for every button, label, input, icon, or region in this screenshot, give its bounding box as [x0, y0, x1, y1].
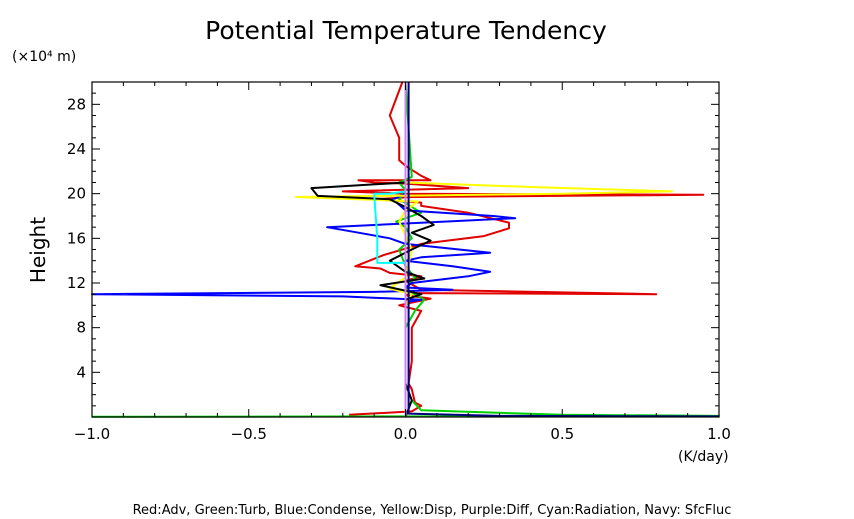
x-tick-label: −0.5 [231, 425, 267, 443]
x-unit-label: (K/day) [678, 449, 729, 465]
legend-caption: Red:Adv, Green:Turb, Blue:Condense, Yell… [133, 503, 732, 518]
series-line-black [310, 82, 435, 418]
y-axis-label: Height [26, 217, 50, 283]
x-tick-label: 1.0 [707, 425, 731, 443]
y-tick-label: 8 [76, 319, 86, 337]
y-tick-label: 20 [67, 185, 86, 203]
series-line-yellow [294, 82, 673, 417]
y-tick-label: 28 [67, 95, 86, 113]
x-tick-label: 0.0 [394, 425, 418, 443]
series-line-navy [407, 82, 720, 418]
y-unit-label: (×10⁴ m) [12, 49, 76, 65]
y-tick-label: 24 [67, 140, 86, 158]
y-tick-label: 12 [67, 274, 86, 292]
series-line-cyan [373, 82, 407, 417]
y-tick-label: 16 [67, 229, 86, 247]
series-layer [91, 81, 720, 418]
chart-title: Potential Temperature Tendency [205, 16, 607, 45]
x-tick-label: −1.0 [74, 425, 110, 443]
series-line-red [341, 81, 705, 416]
series-line-blue [91, 82, 517, 417]
axis-layer: −1.0 −0.5 0.0 0.5 1.0 4 8 12 16 20 24 28 [67, 81, 731, 443]
y-tick-label: 4 [76, 363, 86, 381]
x-tick-label: 0.5 [550, 425, 574, 443]
